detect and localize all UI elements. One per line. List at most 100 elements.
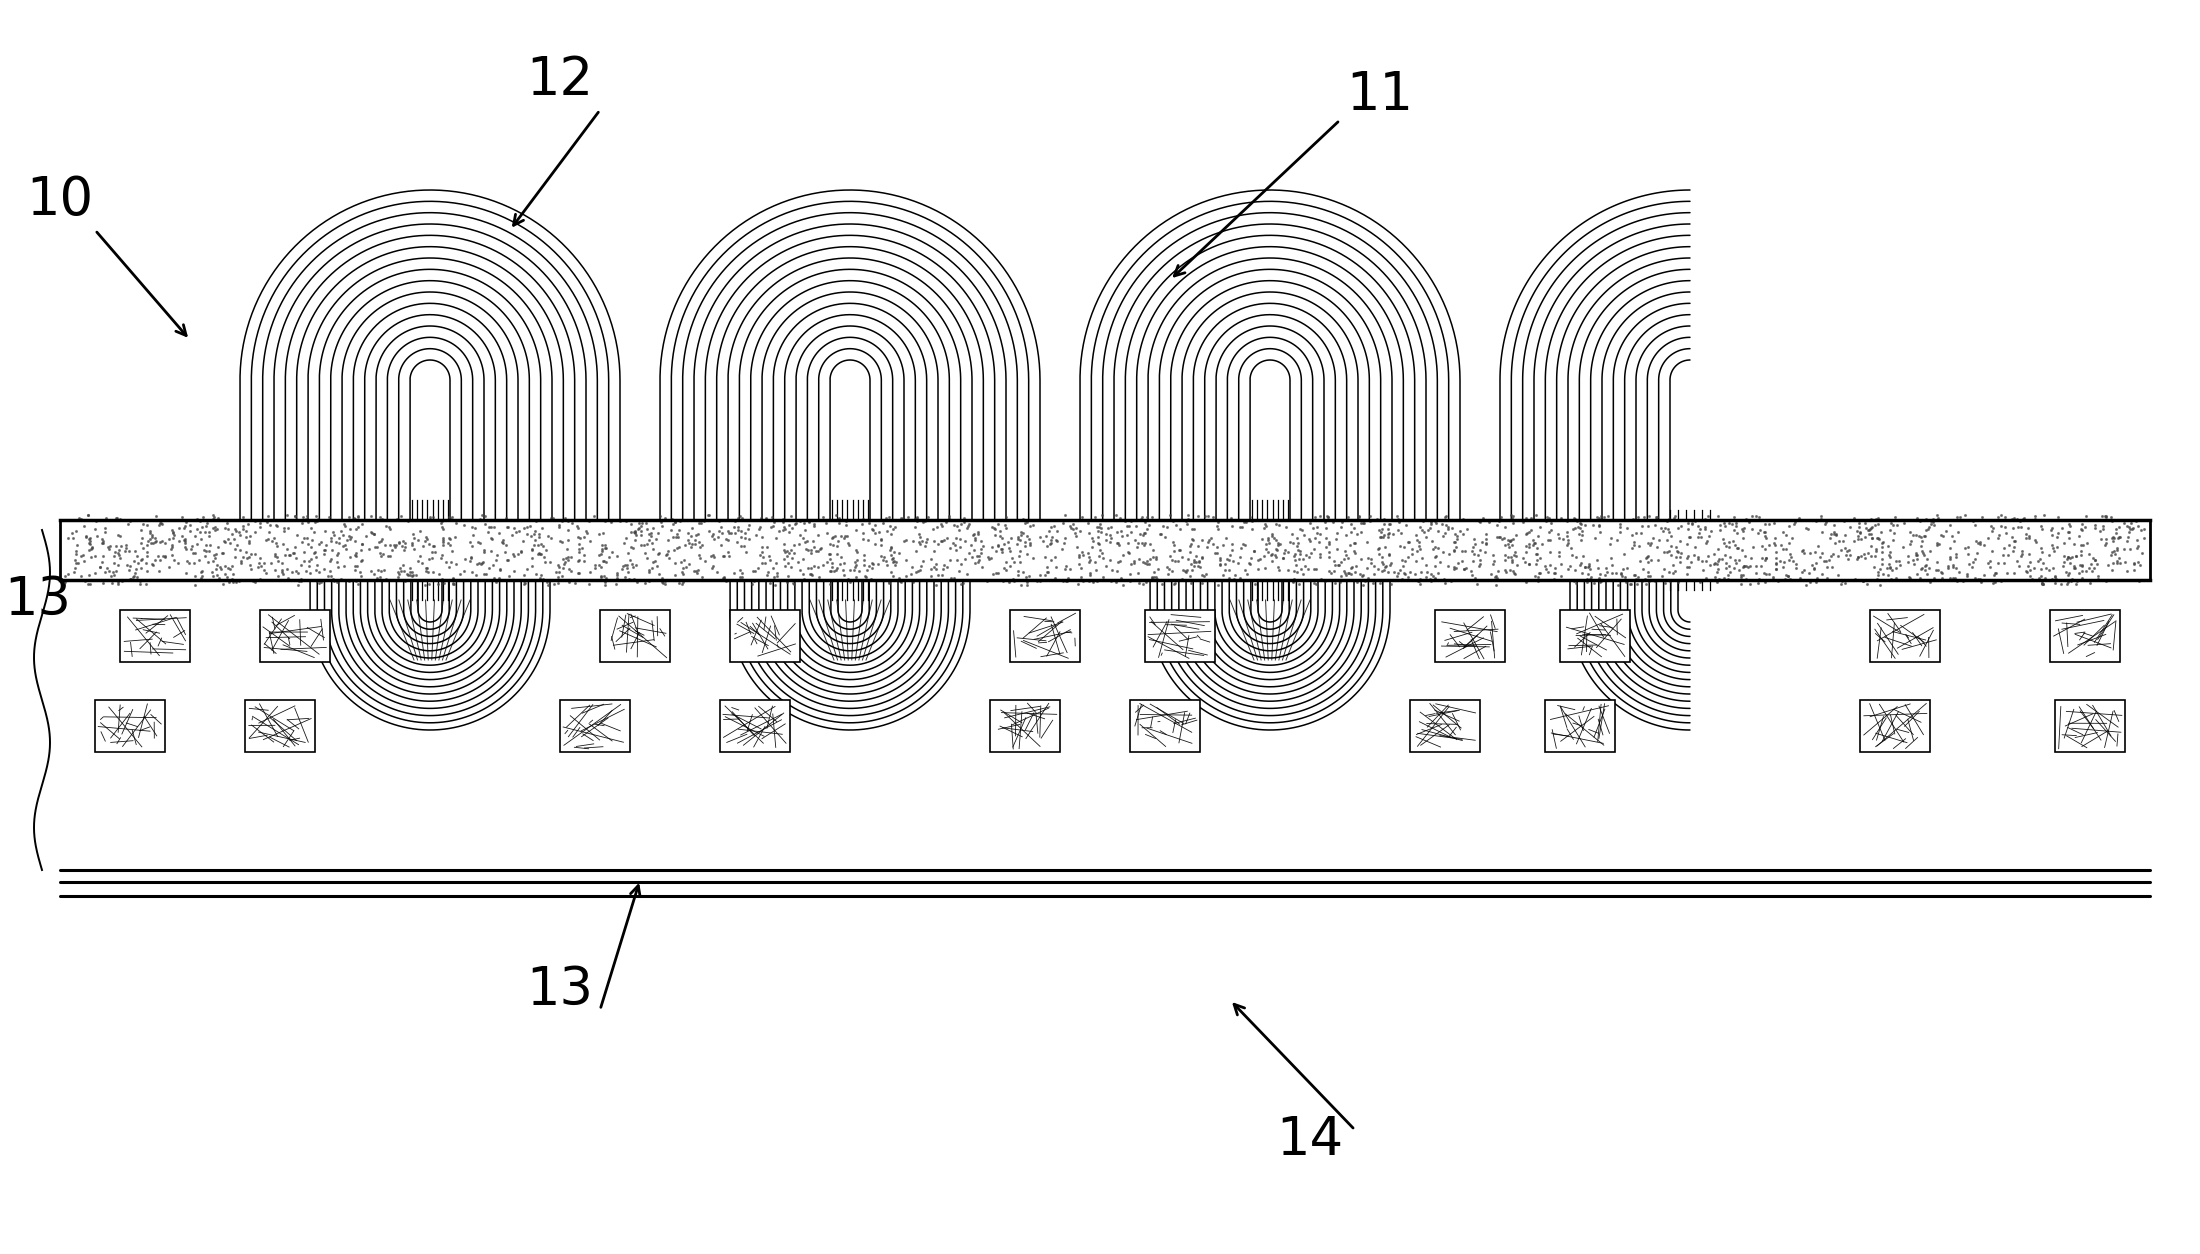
Point: [933, 568, 968, 588]
Point: [653, 520, 689, 540]
Point: [1841, 513, 1877, 533]
Point: [1813, 524, 1848, 544]
Point: [550, 519, 585, 539]
Point: [678, 534, 713, 554]
Point: [1366, 514, 1401, 534]
Point: [1707, 558, 1742, 578]
Point: [629, 534, 664, 554]
Point: [1481, 561, 1516, 581]
Point: [1245, 529, 1280, 549]
Point: [2035, 568, 2070, 588]
Point: [1615, 525, 1650, 545]
Point: [543, 532, 579, 552]
Point: [418, 509, 453, 529]
Point: [821, 509, 856, 529]
Point: [1177, 549, 1212, 569]
Point: [1012, 566, 1047, 586]
Point: [900, 510, 935, 530]
Point: [1542, 545, 1577, 566]
Point: [1404, 548, 1439, 568]
Point: [207, 574, 242, 594]
Point: [1797, 510, 1833, 530]
Point: [502, 522, 537, 542]
Point: [1848, 548, 1883, 568]
Point: [1322, 566, 1357, 586]
Point: [1731, 557, 1767, 577]
Point: [409, 562, 444, 582]
Point: [1949, 564, 1984, 584]
Point: [2116, 554, 2152, 574]
Point: [1034, 530, 1069, 551]
Point: [1705, 529, 1740, 549]
Point: [477, 517, 513, 537]
Point: [992, 572, 1027, 592]
Point: [1621, 507, 1657, 527]
Point: [1516, 535, 1551, 556]
Point: [1511, 522, 1547, 542]
Point: [97, 564, 132, 584]
Point: [658, 512, 693, 532]
Point: [524, 544, 559, 564]
Point: [156, 524, 191, 544]
Point: [717, 512, 752, 532]
Point: [1888, 513, 1923, 533]
Point: [2044, 518, 2079, 538]
Bar: [1144, 609, 1214, 662]
Point: [341, 507, 376, 527]
Point: [2119, 512, 2154, 532]
Point: [1344, 513, 1379, 533]
Point: [231, 532, 266, 552]
Point: [286, 508, 321, 528]
Point: [1382, 512, 1417, 532]
Point: [1250, 528, 1285, 548]
Point: [436, 574, 471, 594]
Point: [1450, 519, 1485, 539]
Point: [139, 532, 174, 552]
Point: [64, 566, 99, 586]
Point: [915, 532, 950, 552]
Point: [1628, 569, 1663, 589]
Point: [433, 508, 469, 528]
Point: [1921, 508, 1956, 528]
Point: [986, 572, 1021, 592]
Point: [374, 539, 409, 559]
Point: [1206, 535, 1241, 556]
Point: [328, 539, 363, 559]
Point: [1034, 551, 1069, 571]
Point: [1531, 523, 1566, 543]
Point: [1001, 527, 1036, 547]
Point: [1437, 532, 1472, 552]
Point: [783, 524, 818, 544]
Point: [1742, 520, 1778, 540]
Point: [1010, 572, 1045, 592]
Point: [587, 551, 623, 571]
Point: [1144, 517, 1179, 537]
Point: [1280, 533, 1316, 553]
Point: [680, 563, 715, 583]
Point: [1373, 574, 1408, 594]
Point: [77, 519, 112, 539]
Point: [550, 571, 585, 591]
Point: [1060, 547, 1096, 567]
Point: [315, 548, 350, 568]
Point: [2068, 571, 2103, 591]
Point: [1170, 514, 1206, 534]
Point: [1456, 529, 1492, 549]
Point: [1474, 563, 1509, 583]
Point: [1984, 505, 2020, 525]
Point: [695, 557, 730, 577]
Point: [1232, 553, 1267, 573]
Point: [933, 510, 968, 530]
Point: [814, 557, 849, 577]
Point: [889, 566, 924, 586]
Point: [669, 557, 704, 577]
Point: [156, 528, 191, 548]
Point: [744, 542, 779, 562]
Point: [1439, 527, 1474, 547]
Point: [1707, 545, 1742, 566]
Point: [1155, 551, 1190, 571]
Point: [2011, 556, 2046, 576]
Point: [845, 528, 880, 548]
Point: [891, 507, 926, 527]
Point: [1445, 524, 1481, 544]
